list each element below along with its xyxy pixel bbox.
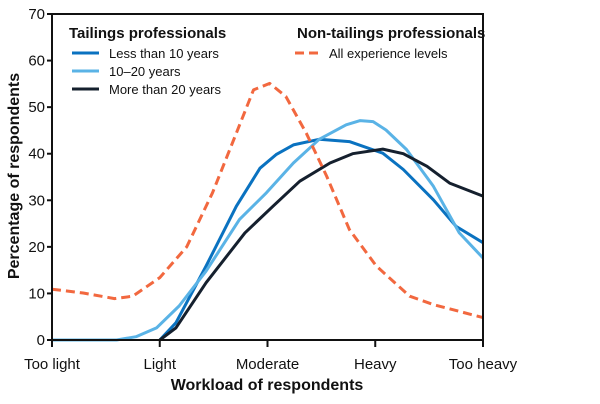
legend: Tailings professionals Non-tailings profe… [69,25,485,97]
y-tick-label: 20 [28,239,45,256]
axes: 0 10 20 30 40 50 60 70 Too light Light Moderate Hea… [24,6,518,373]
legend-label: 10–20 years [109,64,181,79]
y-tick-label: 30 [28,192,45,209]
x-tick-label: Heavy [354,356,397,373]
series-line-2 [158,147,484,342]
x-axis-label: Workload of respondents [171,377,364,394]
y-tick-label: 50 [28,99,45,116]
y-tick-label: 70 [28,6,45,23]
legend-group-title: Non-tailings professionals [297,25,485,42]
y-tick-label: 60 [28,53,45,70]
series-line-3 [51,81,484,320]
series-line-0 [158,137,484,342]
x-tick-label: Light [143,356,176,373]
x-tick-label: Too light [24,356,81,373]
y-tick-label: 10 [28,285,45,302]
legend-label: Less than 10 years [109,46,219,61]
y-axis-label: Percentage of respondents [6,73,23,279]
legend-label: More than 20 years [109,82,222,97]
plot-area [51,81,485,342]
x-tick-label: Too heavy [449,356,518,373]
legend-group-title: Tailings professionals [69,25,226,42]
legend-label: All experience levels [329,46,448,61]
x-tick-label: Moderate [236,356,299,373]
series-line-1 [52,119,485,342]
y-tick-label: 40 [28,146,45,163]
y-tick-label: 0 [37,332,45,349]
plot-frame [51,13,484,341]
